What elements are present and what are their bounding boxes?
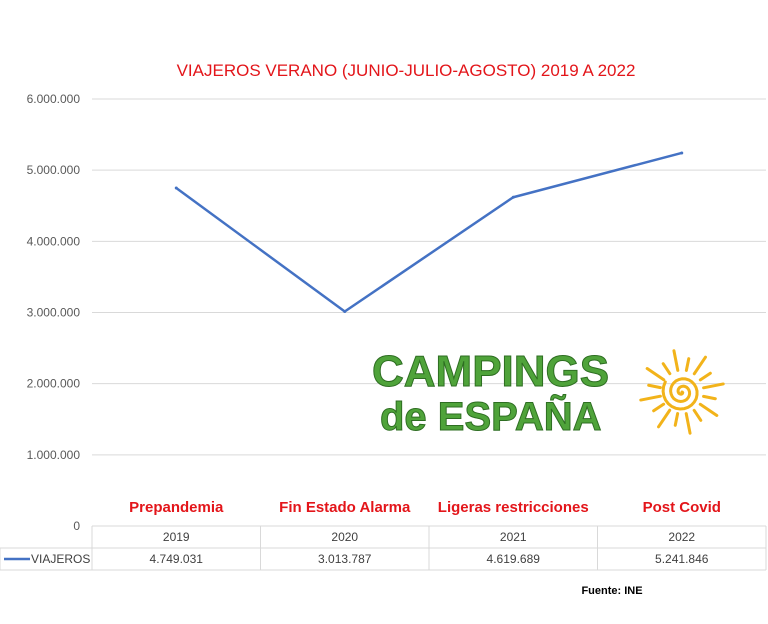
campings-de-espana-logo: CAMPINGS de ESPAÑA — [372, 347, 725, 440]
series-lines — [174, 151, 684, 314]
y-axis-ticks: 0 1.000.000 2.000.000 3.000.000 4.000.000 5.0… — [27, 92, 81, 533]
data-point — [680, 151, 684, 155]
gridlines — [92, 98, 766, 456]
y-tick-label: 4.000.000 — [27, 234, 81, 248]
period-annotation: Fin Estado Alarma — [279, 499, 411, 516]
sun-ray — [672, 349, 680, 372]
x-tick-label: 2020 — [331, 530, 358, 544]
sun-ray — [673, 412, 680, 427]
sun-ray — [692, 355, 707, 376]
sun-ray — [698, 371, 712, 382]
sun-ray — [698, 402, 719, 417]
y-tick-label: 1.000.000 — [27, 448, 81, 462]
sun-ray — [647, 383, 662, 390]
source-note: Fuente: INE — [581, 585, 642, 597]
x-tick-label: 2019 — [163, 530, 190, 544]
data-table: 2019 4.749.031 2020 3.013.787 2021 4.619.689 2… — [0, 525, 767, 571]
sun-ray — [692, 408, 703, 422]
sun-ray — [652, 402, 666, 413]
sun-ray — [684, 357, 691, 372]
period-annotation: Prepandemia — [129, 499, 224, 516]
y-tick-label: 0 — [73, 519, 80, 533]
data-point — [511, 195, 515, 199]
data-value-label: 4.619.689 — [487, 552, 541, 566]
y-tick-label: 5.000.000 — [27, 163, 81, 177]
data-point — [343, 310, 347, 314]
data-value-label: 5.241.846 — [655, 552, 709, 566]
x-tick-label: 2021 — [500, 530, 527, 544]
y-tick-label: 2.000.000 — [27, 377, 81, 391]
sun-ray — [702, 394, 717, 401]
series-line-viajeros — [175, 151, 683, 313]
sun-ray — [702, 382, 725, 390]
chart-title: VIAJEROS VERANO (JUNIO-JULIO-AGOSTO) 201… — [177, 61, 636, 80]
sun-ray — [684, 412, 692, 435]
sun-ray — [639, 394, 662, 402]
sun-ray — [657, 408, 672, 429]
y-tick-label: 3.000.000 — [27, 306, 81, 320]
sun-icon — [639, 349, 725, 435]
sun-ray — [661, 362, 672, 376]
data-value-label: 4.749.031 — [150, 552, 204, 566]
logo-line1: CAMPINGS — [372, 347, 609, 396]
x-tick-label: 2022 — [668, 530, 695, 544]
sun-ray — [645, 367, 666, 382]
data-value-label: 3.013.787 — [318, 552, 372, 566]
logo-line2: de ESPAÑA — [380, 393, 602, 439]
period-annotation: Ligeras restricciones — [438, 499, 589, 516]
data-point — [174, 186, 178, 190]
period-annotation: Post Covid — [643, 499, 721, 516]
legend-label-viajeros: VIAJEROS — [31, 552, 90, 566]
annotations: Prepandemia Fin Estado Alarma Ligeras rest… — [129, 499, 721, 516]
y-tick-label: 6.000.000 — [27, 92, 81, 106]
sun-spiral — [661, 377, 699, 411]
